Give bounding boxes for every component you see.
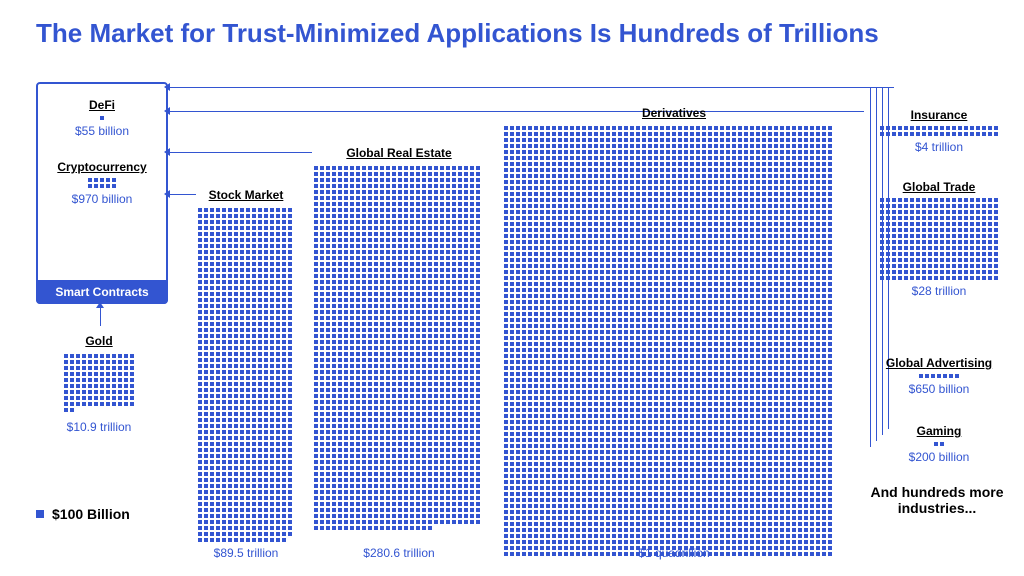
realestate-value: $280.6 trillion — [314, 546, 484, 560]
realestate-label: Global Real Estate — [314, 146, 484, 160]
defi-value: $55 billion — [75, 124, 129, 138]
insurance-dot-grid — [880, 126, 998, 136]
derivatives-label: Derivatives — [504, 106, 844, 120]
defi-dot-grid — [100, 116, 104, 120]
advertising-block: Global Advertising $650 billion — [874, 356, 1004, 396]
stock-label: Stock Market — [198, 188, 294, 202]
advertising-value: $650 billion — [909, 382, 970, 396]
infographic-canvas: DeFi $55 billion Cryptocurrency $970 bil… — [0, 60, 1024, 576]
derivatives-dot-grid — [504, 126, 832, 556]
legend-label: $100 Billion — [52, 506, 130, 522]
crypto-value: $970 billion — [72, 192, 133, 206]
realestate-dot-grid — [314, 166, 480, 530]
globaltrade-label: Global Trade — [903, 180, 976, 194]
footer-caption: And hundreds more industries... — [862, 484, 1012, 516]
legend-square-icon — [36, 510, 44, 518]
globaltrade-dot-grid — [880, 198, 998, 280]
crypto-label: Cryptocurrency — [57, 160, 146, 174]
gold-label: Gold — [85, 334, 112, 348]
page-title: The Market for Trust-Minimized Applicati… — [0, 0, 1024, 49]
defi-label: DeFi — [89, 98, 115, 112]
crypto-dot-grid — [88, 178, 116, 188]
globaltrade-value: $28 trillion — [912, 284, 967, 298]
gold-value: $10.9 trillion — [67, 420, 132, 434]
smart-contracts-box: DeFi $55 billion Cryptocurrency $970 bil… — [36, 82, 168, 304]
gaming-block: Gaming $200 billion — [874, 424, 1004, 464]
advertising-dot-grid — [919, 374, 959, 378]
stock-value: $89.5 trillion — [198, 546, 294, 560]
gold-dot-grid — [64, 354, 134, 412]
advertising-label: Global Advertising — [886, 356, 992, 370]
insurance-value: $4 trillion — [915, 140, 963, 154]
gaming-label: Gaming — [917, 424, 962, 438]
gaming-value: $200 billion — [909, 450, 970, 464]
globaltrade-block: Global Trade $28 trillion — [874, 180, 1004, 298]
derivatives-value: $1 quadrillion — [504, 546, 844, 560]
stock-dot-grid — [198, 208, 292, 542]
insurance-label: Insurance — [911, 108, 968, 122]
gold-block: Gold $10.9 trillion — [44, 334, 154, 434]
legend: $100 Billion — [36, 506, 130, 522]
gaming-dot-grid — [934, 442, 944, 446]
smart-contracts-footer: Smart Contracts — [36, 280, 168, 304]
insurance-block: Insurance $4 trillion — [874, 108, 1004, 154]
